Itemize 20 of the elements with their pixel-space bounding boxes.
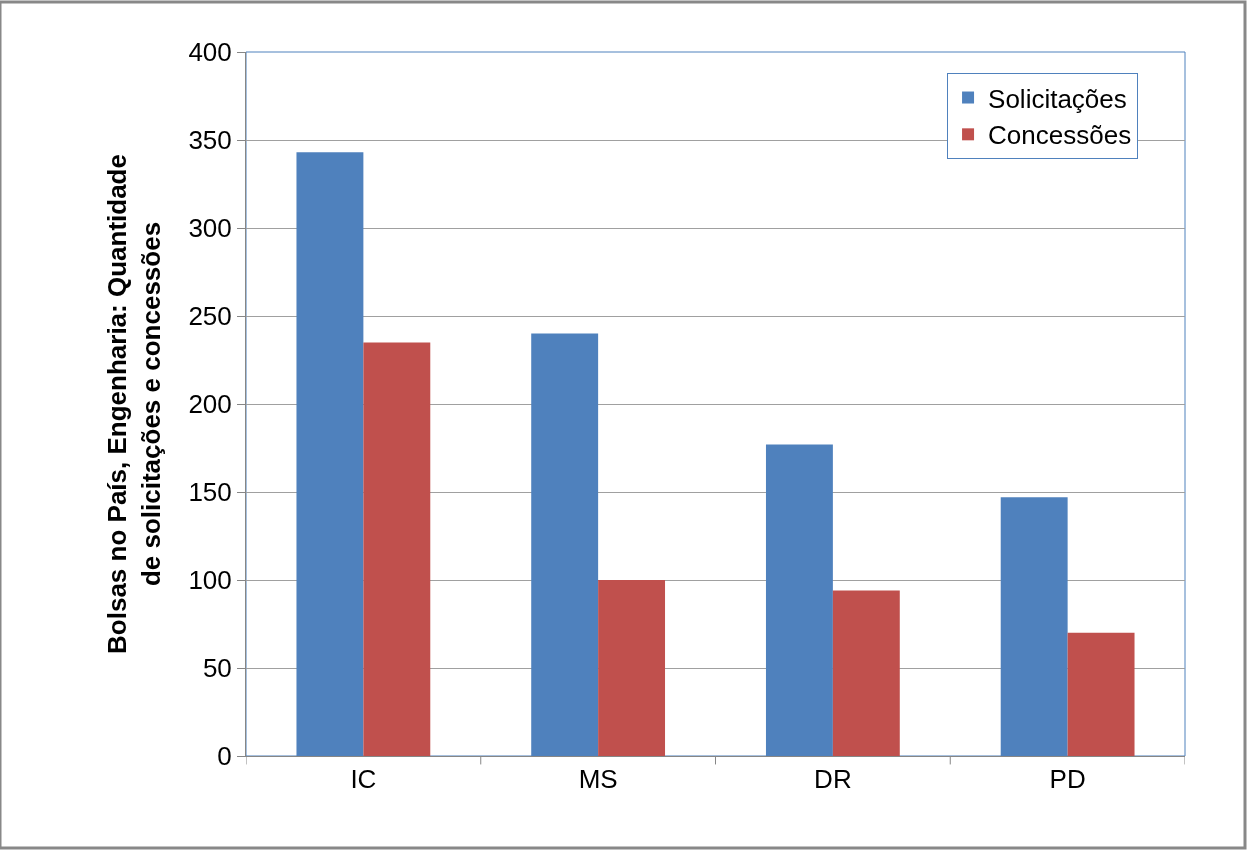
y-tick-label: 150 <box>188 477 232 508</box>
y-tick-label: 300 <box>188 213 232 244</box>
y-tick-label: 0 <box>217 741 232 772</box>
bar <box>598 580 666 756</box>
y-tick-label: 200 <box>188 389 232 420</box>
x-tick-label: PD <box>1049 764 1086 795</box>
bar <box>363 342 431 756</box>
legend-label: Concessões <box>988 120 1132 151</box>
y-tick-label: 100 <box>188 565 232 596</box>
bar <box>832 590 900 756</box>
y-tick-label: 50 <box>202 653 232 684</box>
bar <box>1067 632 1135 756</box>
legend-label: Solicitações <box>988 83 1127 114</box>
x-tick-label: MS <box>578 764 618 795</box>
y-tick-label: 250 <box>188 301 232 332</box>
x-tick-label: IC <box>350 764 377 795</box>
y-axis-title: Bolsas no País, Engenharia: Quantidade de solicitações e concessões <box>102 154 166 654</box>
y-tick-label: 350 <box>188 125 232 156</box>
x-tick-label: DR <box>814 764 852 795</box>
y-tick-label: 400 <box>188 37 232 68</box>
